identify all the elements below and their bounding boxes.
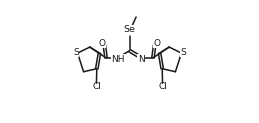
Text: NH: NH: [111, 55, 125, 64]
Text: Cl: Cl: [158, 82, 167, 91]
Text: N: N: [138, 55, 145, 64]
Text: O: O: [98, 39, 105, 48]
Text: Se: Se: [124, 25, 135, 34]
Text: Cl: Cl: [92, 82, 101, 91]
Text: S: S: [180, 48, 186, 57]
Text: S: S: [73, 48, 79, 57]
Text: O: O: [154, 39, 161, 48]
